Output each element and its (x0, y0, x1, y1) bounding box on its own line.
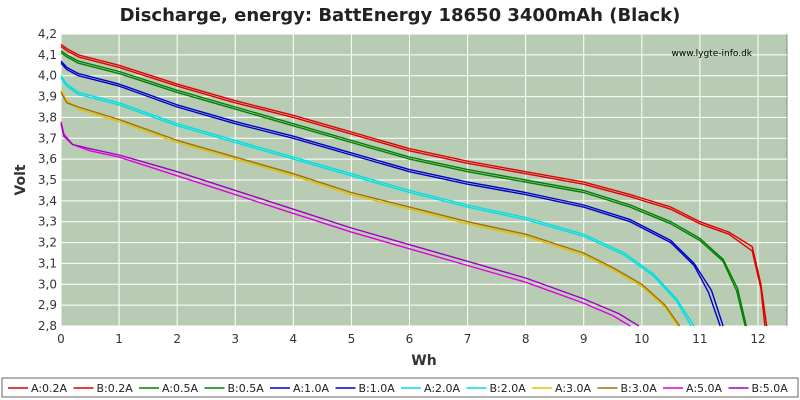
y-tick-label: 3,6 (38, 152, 57, 166)
legend-label: A:3.0A (555, 382, 592, 395)
y-tick-label: 4,0 (38, 69, 57, 83)
y-tick-label: 3,5 (38, 173, 57, 187)
x-tick-label: 7 (464, 332, 472, 346)
legend-label: B:1.0A (359, 382, 396, 395)
y-tick-label: 3,4 (38, 194, 57, 208)
legend-label: A:0.2A (31, 382, 68, 395)
series-line (60, 45, 766, 327)
legend-label: A:2.0A (424, 382, 461, 395)
y-tick-label: 2,8 (38, 319, 57, 333)
x-tick-label: 1 (115, 332, 123, 346)
x-tick-label: 12 (750, 332, 765, 346)
watermark: www.lygte-info.dk (672, 49, 753, 59)
y-tick-labels: 2,8 2,9 3,0 3,1 3,2 3,3 3,4 3,5 3,6 3,7 3,8 3,9 4,0 4… (38, 27, 57, 333)
x-axis-label: Wh (411, 353, 436, 369)
grid-lines (60, 33, 787, 327)
x-tick-labels: 0 1 2 3 4 5 6 7 8 9 10 11 12 (57, 332, 765, 346)
legend-label: B:3.0A (621, 382, 658, 395)
y-tick-label: 4,2 (38, 27, 57, 41)
series-line (60, 50, 747, 327)
series-line (60, 62, 721, 327)
series-line (60, 60, 724, 327)
y-tick-label: 3,0 (38, 277, 57, 291)
y-axis-label: Volt (13, 164, 29, 195)
x-tick-label: 5 (348, 332, 356, 346)
x-tick-label: 8 (522, 332, 530, 346)
y-tick-label: 4,1 (38, 48, 57, 62)
y-tick-label: 3,8 (38, 110, 57, 124)
legend-label: B:2.0A (490, 382, 527, 395)
series-line (60, 123, 640, 327)
x-tick-label: 3 (231, 332, 239, 346)
legend-label: B:0.2A (97, 382, 134, 395)
y-tick-label: 3,3 (38, 215, 57, 229)
y-tick-label: 3,2 (38, 236, 57, 250)
series-lines (60, 43, 768, 327)
x-tick-label: 2 (173, 332, 181, 346)
y-tick-label: 3,7 (38, 131, 57, 145)
series-line (60, 92, 681, 327)
y-tick-label: 2,9 (38, 298, 57, 312)
x-tick-label: 6 (406, 332, 414, 346)
legend-label: A:1.0A (293, 382, 330, 395)
series-line (60, 43, 768, 327)
x-tick-label: 11 (692, 332, 707, 346)
series-line (60, 77, 692, 327)
legend-label: A:0.5A (162, 382, 199, 395)
y-tick-label: 3,9 (38, 90, 57, 104)
x-tick-label: 10 (634, 332, 649, 346)
y-tick-label: 3,1 (38, 256, 57, 270)
x-tick-label: 9 (580, 332, 588, 346)
chart-title: Discharge, energy: BattEnergy 18650 3400… (120, 5, 681, 26)
series-line (60, 89, 679, 327)
legend-label: B:0.5A (228, 382, 265, 395)
series-line (60, 75, 695, 327)
legend: A:0.2A B:0.2A A:0.5A B:0.5A A:1.0A B:1.0A A:2.… (8, 382, 788, 395)
series-line (60, 52, 746, 327)
legend-label: A:5.0A (686, 382, 723, 395)
legend-box (1, 377, 799, 398)
x-tick-label: 0 (57, 332, 65, 346)
legend-label: B:5.0A (752, 382, 789, 395)
x-tick-label: 4 (289, 332, 297, 346)
